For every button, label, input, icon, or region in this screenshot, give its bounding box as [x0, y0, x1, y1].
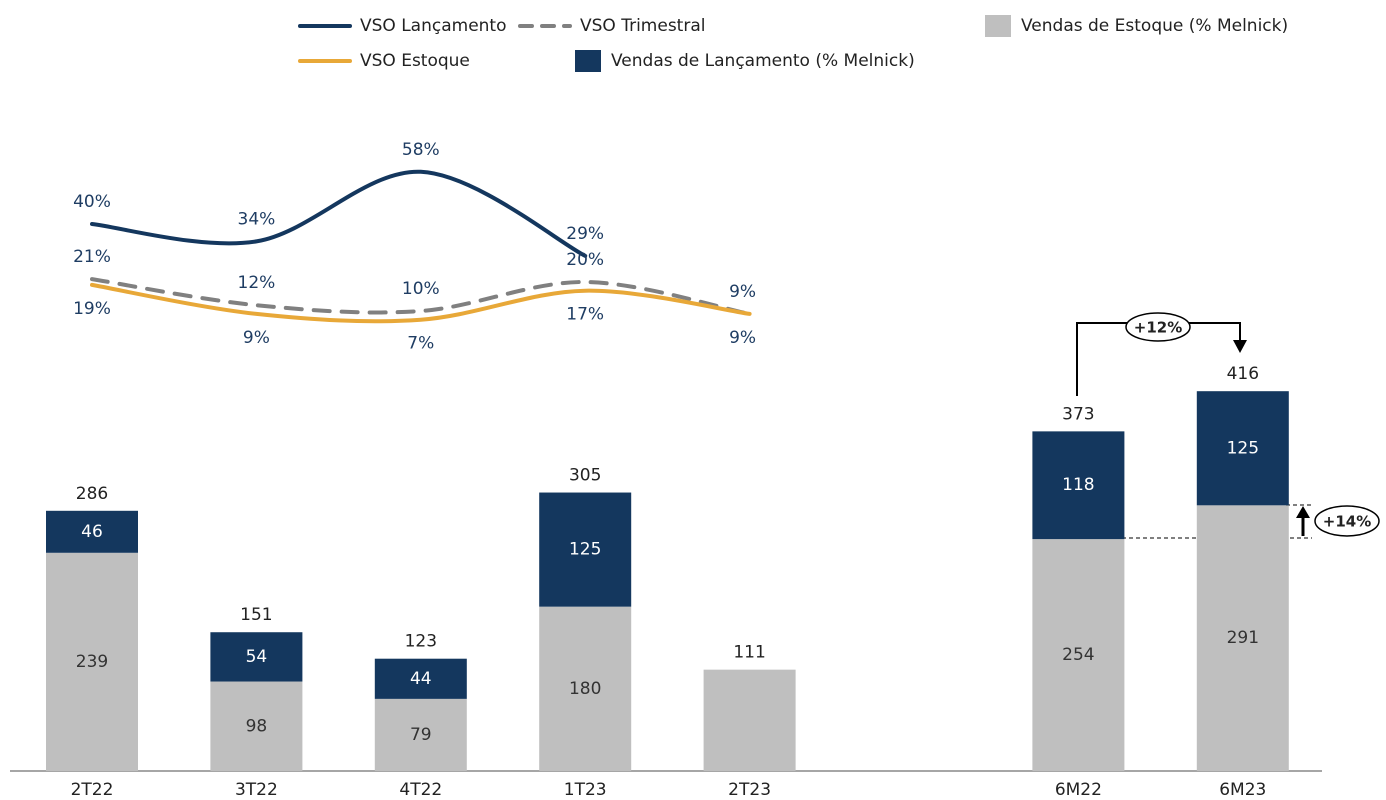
bar-label: 46 [81, 522, 103, 542]
arrow [1296, 506, 1310, 518]
line-label: 21% [73, 247, 111, 267]
bar [1032, 431, 1125, 540]
bar [210, 681, 303, 771]
line-label: 40% [73, 192, 111, 212]
line-label: 9% [729, 282, 756, 302]
x-tick-label: 6M23 [1219, 780, 1266, 800]
line-label: 12% [238, 273, 276, 293]
bar [374, 658, 467, 699]
bar-label: 239 [76, 652, 108, 672]
badge [1314, 505, 1380, 537]
bar [703, 669, 796, 771]
growth-annotation: +12% [1076, 312, 1247, 396]
total-label: 373 [1062, 404, 1094, 424]
annotation: +12% [1134, 319, 1182, 337]
line-label: 29% [566, 224, 604, 244]
legend-swatch [575, 50, 601, 72]
legend-label: VSO Trimestral [580, 16, 705, 36]
legend-label: VSO Lançamento [360, 16, 507, 36]
x-tick-label: 1T23 [564, 780, 607, 800]
bar [210, 632, 303, 682]
line-label: 20% [566, 250, 604, 270]
bar-label: 180 [569, 679, 601, 699]
bar [539, 492, 632, 607]
x-tick-label: 2T23 [728, 780, 771, 800]
line [90, 282, 752, 324]
total-label: 111 [733, 643, 765, 663]
bar-label: 44 [410, 669, 432, 689]
line-label: 34% [238, 209, 276, 229]
bar [46, 510, 138, 553]
annotation: +14% [1323, 513, 1371, 531]
x-tick-label: 4T22 [399, 780, 442, 800]
line-label: 7% [407, 334, 434, 354]
line [90, 277, 752, 316]
bar-label: 125 [569, 540, 601, 560]
line-label: 58% [402, 140, 440, 160]
line-label: 9% [729, 328, 756, 348]
bar-label: 291 [1227, 628, 1259, 648]
bar-label: 125 [1227, 438, 1259, 458]
legend-label: Vendas de Lançamento (% Melnick) [611, 51, 915, 71]
total-label: 286 [76, 484, 108, 504]
total-label: 123 [405, 632, 437, 652]
x-tick-label: 6M22 [1055, 780, 1102, 800]
badge [1125, 312, 1191, 342]
total-label: 416 [1227, 364, 1259, 384]
legend-swatch [985, 15, 1011, 37]
bar [1032, 539, 1125, 771]
line-label: 17% [566, 305, 604, 325]
bar [1196, 505, 1289, 771]
bar [1196, 391, 1289, 506]
legend-label: Vendas de Estoque (% Melnick) [1021, 16, 1288, 36]
x-tick-label: 2T22 [71, 780, 114, 800]
bar [46, 552, 138, 771]
bar [539, 606, 632, 771]
bar-label: 254 [1062, 645, 1094, 665]
x-tick-label: 3T22 [235, 780, 278, 800]
bar [374, 698, 467, 771]
line [90, 169, 588, 258]
bar-label: 118 [1062, 475, 1094, 495]
bar-label: 79 [410, 725, 432, 745]
legend-label: VSO Estoque [360, 51, 470, 71]
total-label: 151 [240, 605, 272, 625]
line-label: 9% [243, 328, 270, 348]
total-label: 305 [569, 466, 601, 486]
line-label: 10% [402, 279, 440, 299]
arrow [1233, 340, 1247, 353]
line-label: 19% [73, 299, 111, 319]
bar-label: 54 [246, 647, 268, 667]
bar-label: 98 [246, 716, 268, 736]
